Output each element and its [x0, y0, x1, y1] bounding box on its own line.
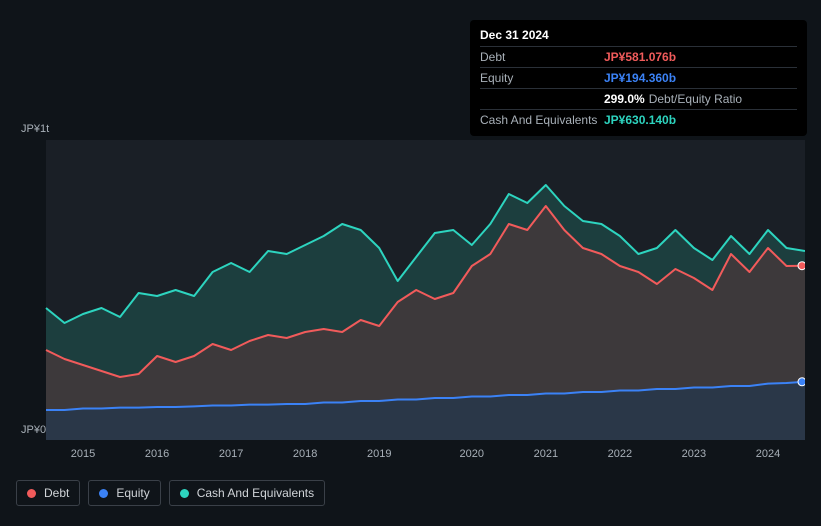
x-axis-label: 2023 — [682, 448, 706, 460]
x-axis-label: 2024 — [756, 448, 780, 460]
tooltip-row: 299.0% Debt/Equity Ratio — [480, 88, 797, 109]
x-axis-label: 2021 — [534, 448, 558, 460]
y-axis-label-bottom: JP¥0 — [21, 424, 46, 436]
tooltip-ratio-label: Debt/Equity Ratio — [649, 92, 742, 106]
x-axis-label: 2018 — [293, 448, 317, 460]
x-axis-label: 2017 — [219, 448, 243, 460]
chart-container: Dec 31 2024 DebtJP¥581.076bEquityJP¥194.… — [0, 0, 821, 526]
legend-label: Cash And Equivalents — [197, 486, 314, 500]
x-axis-label: 2019 — [367, 448, 391, 460]
tooltip-row-value: JP¥194.360b — [604, 71, 676, 85]
tooltip-ratio-value: 299.0% — [604, 92, 645, 106]
tooltip-row-value: JP¥581.076b — [604, 50, 676, 64]
legend: Debt Equity Cash And Equivalents — [16, 480, 325, 506]
tooltip-row-label — [480, 92, 604, 106]
tooltip-row: DebtJP¥581.076b — [480, 46, 797, 67]
data-tooltip: Dec 31 2024 DebtJP¥581.076bEquityJP¥194.… — [470, 20, 807, 136]
legend-item-cash-and-equivalents[interactable]: Cash And Equivalents — [169, 480, 325, 506]
x-axis-label: 2016 — [145, 448, 169, 460]
legend-dot-icon — [99, 489, 108, 498]
legend-dot-icon — [27, 489, 36, 498]
chart-area: JP¥1t 2015201620172018201920202021202220… — [16, 125, 805, 470]
legend-item-debt[interactable]: Debt — [16, 480, 80, 506]
x-axis-label: 2015 — [71, 448, 95, 460]
tooltip-row: EquityJP¥194.360b — [480, 67, 797, 88]
legend-dot-icon — [180, 489, 189, 498]
tooltip-row-label: Debt — [480, 50, 604, 64]
tooltip-row-label: Equity — [480, 71, 604, 85]
legend-label: Debt — [44, 486, 69, 500]
x-axis-label: 2022 — [608, 448, 632, 460]
tooltip-date: Dec 31 2024 — [480, 26, 797, 46]
x-axis-label: 2020 — [460, 448, 484, 460]
legend-label: Equity — [116, 486, 149, 500]
plot-svg[interactable] — [16, 125, 805, 470]
legend-item-equity[interactable]: Equity — [88, 480, 160, 506]
